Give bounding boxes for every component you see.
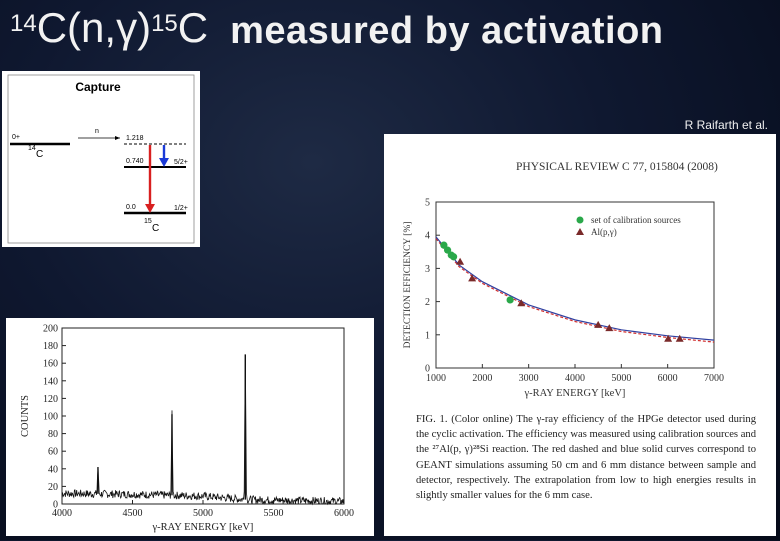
journal-header: PHYSICAL REVIEW C 77, 015804 (2008) (516, 161, 718, 173)
spectrum-data (61, 354, 345, 506)
efficiency-axes: 1000 2000 3000 4000 5000 6000 7000 0 1 2 3 4 5 γ-RAY … (403, 198, 724, 400)
title-word: measured by activation (230, 10, 664, 52)
legend-calibration: set of calibration sources (591, 215, 681, 225)
spectrum-ytick-label: 40 (48, 464, 58, 475)
spectrum-xtick-label: 6000 (334, 508, 354, 519)
spectrum-ylabel: COUNTS (20, 395, 31, 437)
legend-marker-calibration (576, 216, 584, 224)
efficiency-ytick-label: 4 (425, 231, 430, 242)
efficiency-curve-geant-50cm (435, 238, 715, 343)
efficiency-point-alpg (456, 257, 465, 265)
spectrum-xlabel: γ-RAY ENERGY [keV] (152, 522, 254, 533)
spectrum-ytick-label: 180 (43, 341, 58, 352)
efficiency-point-calibration (440, 241, 448, 249)
spectrum-ytick-label: 100 (43, 412, 58, 423)
efficiency-point-calibration (450, 253, 458, 261)
efficiency-xlabel: γ-RAY ENERGY [keV] (524, 388, 626, 399)
efficiency-point-alpg (605, 324, 614, 332)
efficiency-xtick-label: 7000 (704, 373, 724, 384)
spectrum-frame (61, 327, 345, 505)
slide-title: 14 C(n, γ ) 15 C measured by activation (10, 4, 664, 60)
efficiency-ytick-label: 5 (425, 198, 430, 209)
efficiency-xtick-label: 2000 (472, 373, 492, 384)
spectrum-ytick-label: 140 (43, 376, 58, 387)
efficiency-svg: PHYSICAL REVIEW C 77, 015804 (2008) 1000… (403, 161, 724, 400)
efficiency-ytick-label: 3 (425, 264, 430, 275)
efficiency-point-alpg (675, 334, 684, 342)
target-symbol: C (36, 149, 43, 160)
spectrum-ytick-label: 160 (43, 359, 58, 370)
level-1218-energy: 1.218 (126, 135, 144, 142)
title-mass-b: 15 (151, 10, 178, 37)
credit: R Raifarth et al. (684, 118, 768, 132)
spectrum-xtick-label: 4500 (123, 508, 143, 519)
figure-caption: FIG. 1. (Color online) The γ-ray efficie… (416, 414, 756, 502)
efficiency-ytick-label: 1 (425, 330, 430, 341)
paper-excerpt-panel: PHYSICAL REVIEW C 77, 015804 (2008) 1000… (384, 134, 776, 536)
efficiency-point-alpg (594, 320, 603, 328)
level-scheme-svg: Capture 0+ 14 C n 1.218 0.740 5/2+ 0.0 1… (7, 74, 195, 244)
efficiency-xtick-label: 6000 (658, 373, 678, 384)
level-0-spin: 1/2+ (174, 205, 188, 212)
neutron-label: n (95, 128, 99, 135)
spectrum-trace (61, 354, 345, 506)
level-scheme-title: Capture (75, 80, 121, 94)
target-mass: 14 (28, 145, 36, 152)
spectrum-ytick-label: 120 (43, 394, 58, 405)
level-scheme-panel: Capture 0+ 14 C n 1.218 0.740 5/2+ 0.0 1… (2, 71, 200, 247)
efficiency-xtick-label: 1000 (426, 373, 446, 384)
efficiency-point-alpg (664, 334, 673, 342)
spectrum-xtick-label: 5000 (193, 508, 213, 519)
spectrum-xtick-label: 4000 (52, 508, 72, 519)
spectrum-xtick-label: 5500 (264, 508, 284, 519)
legend-marker-alpg (576, 228, 584, 235)
product-symbol: C (152, 223, 159, 234)
efficiency-point-calibration (506, 296, 514, 304)
efficiency-curve-geant-6mm (435, 236, 715, 341)
efficiency-frame (435, 201, 715, 369)
efficiency-ytick-label: 0 (425, 364, 430, 375)
spectrum-axes: 4000 4500 5000 5500 6000 0 20 40 60 80 100 120 140 16… (20, 324, 354, 534)
title-nucleus-b: ) (137, 4, 152, 51)
efficiency-xtick-label: 3000 (519, 373, 539, 384)
level-0740-spin: 5/2+ (174, 159, 188, 166)
title-nucleus-c: C (177, 4, 209, 51)
product-mass: 15 (144, 218, 152, 225)
spectrum-panel: 4000 4500 5000 5500 6000 0 20 40 60 80 100 120 140 16… (6, 318, 374, 536)
ground-spin: 0+ (12, 134, 20, 141)
efficiency-point-calibration (443, 246, 452, 254)
level-0740-energy: 0.740 (126, 158, 144, 165)
efficiency-point-alpg (517, 299, 526, 307)
spectrum-ytick-label: 80 (48, 429, 58, 440)
spectrum-ytick-label: 200 (43, 324, 58, 335)
title-mass-a: 14 (10, 10, 37, 37)
legend-alpg: Al(p,γ) (591, 227, 617, 237)
level-0-energy: 0.0 (126, 204, 136, 211)
spectrum-ytick-label: 20 (48, 482, 58, 493)
title-gamma: γ (116, 4, 138, 51)
efficiency-data (435, 236, 715, 343)
efficiency-xtick-label: 4000 (565, 373, 585, 384)
efficiency-point-alpg (468, 274, 477, 282)
spectrum-ytick-label: 60 (48, 447, 58, 458)
efficiency-ylabel: DETECTION EFFICIENCY [%] (403, 222, 413, 349)
spectrum-svg: 4000 4500 5000 5500 6000 0 20 40 60 80 100 120 140 16… (20, 324, 354, 534)
title-nucleus-a: C(n, (36, 4, 117, 51)
efficiency-ytick-label: 2 (425, 297, 430, 308)
efficiency-xtick-label: 5000 (611, 373, 631, 384)
spectrum-ytick-label: 0 (53, 500, 58, 511)
